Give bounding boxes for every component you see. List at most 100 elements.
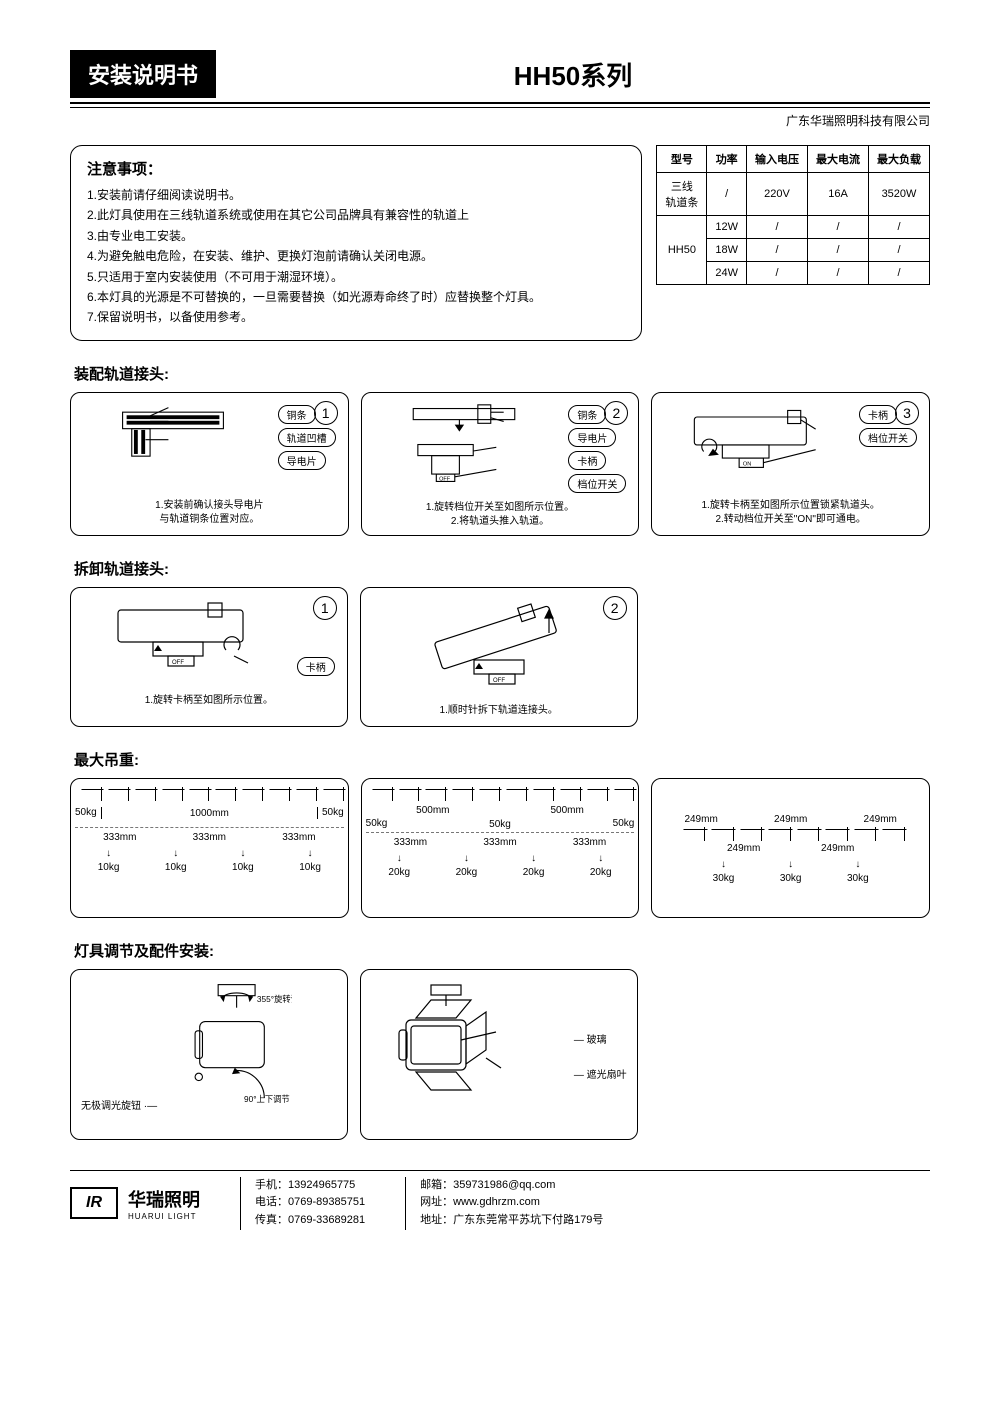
dim-row: 249mm 249mm 249mm <box>656 814 925 825</box>
label-pill: 轨道凹槽 <box>278 428 336 447</box>
label-pill: 导电片 <box>278 451 326 470</box>
footer-col-contact: 手机：13924965775 电话：0769-89385751 传真：0769-… <box>240 1177 365 1230</box>
svg-text:OFF: OFF <box>493 678 505 684</box>
td: 220V <box>747 173 808 216</box>
dim-label: 333mm <box>573 837 606 848</box>
panel-caption: 1.安装前确认接头导电片 与轨道铜条位置对应。 <box>81 499 338 527</box>
label-pill: 档位开关 <box>859 428 917 447</box>
dim-label: 333mm <box>483 837 516 848</box>
section-title-adjust: 灯具调节及配件安装: <box>74 940 930 961</box>
weight-label: 10kg <box>232 862 254 873</box>
footer-col-web: 邮箱：359731986@qq.com 网址：www.gdhrzm.com 地址… <box>405 1177 603 1230</box>
adjust-panel-1: 无极调光旋钮 ·— 355°旋转调节 90°上下调节 <box>70 969 348 1140</box>
adjust-row: 无极调光旋钮 ·— 355°旋转调节 90°上下调节 <box>70 969 638 1140</box>
adjust-panel-2: — 玻璃 — 遮光扇叶 <box>360 969 638 1140</box>
weight-row: 30kg 30kg 30kg <box>690 873 892 884</box>
label-pill: 导电片 <box>568 428 616 447</box>
mobile: 手机：13924965775 <box>255 1177 365 1195</box>
label-pill: 卡柄 <box>297 657 335 676</box>
dim-label: 333mm <box>394 837 427 848</box>
lock-diagram-icon: ON <box>662 403 847 478</box>
warning-item: 2.此灯具使用在三线轨道系统或使用在其它公司品牌具有兼容性的轨道上 <box>87 205 625 225</box>
dim-row: 333mm 333mm 333mm <box>75 832 344 843</box>
remove-panel-1: 1 OFF 卡柄 1.旋转卡柄至如图所示位置。 <box>70 587 348 727</box>
label-stack: — 玻璃 — 遮光扇叶 <box>574 1031 627 1081</box>
label-pill: 档位开关 <box>568 474 626 493</box>
barndoor-icon <box>371 980 531 1133</box>
dash-line <box>75 827 344 828</box>
td: / <box>747 262 808 285</box>
header-badge: 安装说明书 <box>70 50 216 98</box>
td: / <box>869 239 930 262</box>
load-panel-1: 50kg 1000mm 50kg 333mm 333mm 333mm ↓↓↓↓ … <box>70 778 349 918</box>
dim-row: 333mm 333mm 333mm <box>366 837 635 848</box>
install-panel-2: 2 OFF 铜条 <box>361 392 640 536</box>
dim-label: 333mm <box>282 832 315 843</box>
footer: IR 华瑞照明 HUARUI LIGHT 手机：13924965775 电话：0… <box>70 1170 930 1230</box>
th: 最大负载 <box>869 146 930 173</box>
warning-item: 5.只适用于室内安装使用（不可用于潮湿环境）。 <box>87 267 625 287</box>
warning-item: 6.本灯具的光源是不可替换的，一旦需要替换（如光源寿命终了时）应替换整个灯具。 <box>87 287 625 307</box>
td: 18W <box>707 239 747 262</box>
fax: 传真：0769-33689281 <box>255 1212 365 1230</box>
step-number: 3 <box>895 401 919 425</box>
th: 功率 <box>707 146 747 173</box>
td: / <box>808 239 869 262</box>
weight-row: ↓↓↓↓ <box>366 853 635 864</box>
label-pill: 卡柄 <box>568 451 606 470</box>
td: / <box>707 173 747 216</box>
barndoor-label: — 遮光扇叶 <box>574 1066 627 1081</box>
step-number: 2 <box>604 401 628 425</box>
connector-diagram-icon: OFF <box>372 403 557 486</box>
dim-label: 333mm <box>103 832 136 843</box>
dim-row: 249mm 249mm <box>697 843 885 854</box>
company-name: 广东华瑞照明科技有限公司 <box>70 112 930 129</box>
weight-label: 10kg <box>299 862 321 873</box>
divider-thick <box>70 102 930 104</box>
label-pill: 铜条 <box>568 405 606 424</box>
panel-caption: 1.旋转档位开关至如图所示位置。 2.将轨道头推入轨道。 <box>372 501 629 529</box>
track-diagram-icon <box>81 403 266 476</box>
td: / <box>747 239 808 262</box>
rail-icon <box>366 787 635 801</box>
header-title: HH50系列 <box>216 56 930 93</box>
dim-label: 249mm <box>821 843 854 854</box>
svg-text:90°上下调节: 90°上下调节 <box>244 1094 290 1104</box>
spec-table: 型号 功率 输入电压 最大电流 最大负载 三线 轨道条 / 220V 16A 3… <box>656 145 930 285</box>
dim-label: 333mm <box>193 832 226 843</box>
logo-icon: IR <box>70 1187 118 1219</box>
dim-label: 500mm <box>416 805 449 816</box>
td: HH50 <box>657 216 707 285</box>
email: 邮箱：359731986@qq.com <box>420 1177 603 1195</box>
td: / <box>869 262 930 285</box>
weight-label: 50kg <box>489 819 511 830</box>
label-pill: 卡柄 <box>859 405 897 424</box>
warning-item: 3.由专业电工安装。 <box>87 226 625 246</box>
section-title-load: 最大吊重: <box>74 749 930 770</box>
step-number: 2 <box>603 596 627 620</box>
panel-caption: 1.旋转卡柄至如图所示位置。 <box>81 694 337 708</box>
weight-row: 20kg 20kg 20kg 20kg <box>366 867 635 878</box>
weight-label: 50kg <box>75 807 97 818</box>
header: 安装说明书 HH50系列 <box>70 50 930 98</box>
weight-label: 10kg <box>165 862 187 873</box>
dim-label: 249mm <box>684 814 717 825</box>
warning-item: 7.保留说明书，以备使用参考。 <box>87 307 625 327</box>
glass-label: — 玻璃 <box>574 1031 607 1046</box>
weight-label: 50kg <box>366 818 388 829</box>
dimmer-label: 无极调光旋钮 ·— <box>81 1097 157 1112</box>
td: / <box>808 216 869 239</box>
divider-thin <box>70 107 930 108</box>
weight-label: 30kg <box>780 873 802 884</box>
dim-label: 249mm <box>774 814 807 825</box>
section-title-remove: 拆卸轨道接头: <box>74 558 930 579</box>
weight-row: 10kg 10kg 10kg 10kg <box>75 862 344 873</box>
th: 最大电流 <box>808 146 869 173</box>
install-panel-1: 1 铜条 轨道凹槽 导电片 1.安 <box>70 392 349 536</box>
weight-label: 10kg <box>98 862 120 873</box>
unlock-diagram-icon: OFF <box>81 598 285 688</box>
website: 网址：www.gdhrzm.com <box>420 1194 603 1212</box>
step-number: 1 <box>313 596 337 620</box>
td: 12W <box>707 216 747 239</box>
weight-label: 20kg <box>456 867 478 878</box>
